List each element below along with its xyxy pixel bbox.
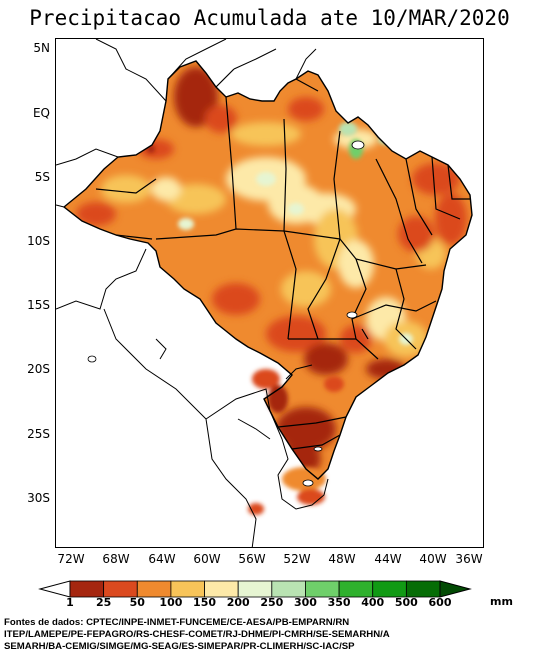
legend-swatch: [271, 580, 306, 598]
legend-arrow-high: [439, 580, 472, 598]
legend-unit: mm: [490, 595, 513, 608]
lat-label-5n: 5N: [33, 41, 50, 55]
lat-label-eq: EQ: [32, 106, 50, 120]
legend-swatch: [170, 580, 205, 598]
lon-label-72w: 72W: [57, 552, 85, 566]
legend-swatch: [338, 580, 374, 598]
legend-swatch: [305, 580, 340, 598]
country-borders: [56, 39, 329, 547]
sources-line-2: ITEP/LAMEPE/PE-FEPAGRO/RS-CHESF-COMET/RJ…: [4, 629, 390, 640]
state-borders: [95, 68, 470, 450]
lat-label-10s: 10S: [27, 234, 50, 248]
legend-swatch: [405, 580, 441, 598]
lon-label-56w: 56W: [238, 552, 266, 566]
lon-label-52w: 52W: [283, 552, 311, 566]
lon-label-36w: 36W: [455, 552, 483, 566]
water-bodies: [87, 140, 365, 487]
legend-label: 250: [260, 596, 284, 609]
legend-label: 350: [327, 596, 351, 609]
legend-label: 50: [129, 596, 145, 609]
legend-label: 150: [193, 596, 217, 609]
legend-label: 25: [95, 596, 112, 609]
map-canvas: [56, 39, 473, 547]
legend-swatch: [69, 580, 105, 598]
legend-swatch: [136, 580, 172, 598]
data-sources: Fontes de dados: CPTEC/INPE-INMET-FUNCEM…: [4, 617, 536, 653]
lon-label-40w: 40W: [419, 552, 447, 566]
legend-label: 200: [226, 596, 250, 609]
legend-swatch: [372, 580, 407, 598]
lat-label-25s: 25S: [27, 427, 50, 441]
map-title: Precipitacao Acumulada ate 10/MAR/2020: [29, 6, 510, 30]
sources-line-3: SEMARH/BA-CEMIG/SIMGE/MG-SEAG/ES-SIMEPAR…: [4, 641, 355, 652]
sources-line-1: Fontes de dados: CPTEC/INPE-INMET-FUNCEM…: [4, 617, 350, 628]
lat-label-15s: 15S: [27, 298, 50, 312]
color-legend: [38, 580, 472, 598]
lon-label-64w: 64W: [148, 552, 176, 566]
legend-label: 100: [159, 596, 183, 609]
lon-label-48w: 48W: [328, 552, 356, 566]
legend-label: 600: [428, 596, 452, 609]
legend-label: 1: [66, 596, 74, 609]
lon-label-60w: 60W: [193, 552, 221, 566]
precipitation-map: [55, 38, 484, 548]
precip-south-patches: [248, 369, 344, 515]
lon-label-68w: 68W: [102, 552, 130, 566]
legend-bar: [38, 580, 472, 598]
lat-label-5s: 5S: [34, 170, 50, 184]
legend-swatch: [103, 580, 138, 598]
lat-label-30s: 30S: [27, 491, 50, 505]
legend-arrow-low: [38, 580, 71, 598]
legend-label: 400: [361, 596, 385, 609]
lon-label-44w: 44W: [374, 552, 402, 566]
lat-label-20s: 20S: [27, 362, 50, 376]
legend-label: 500: [394, 596, 418, 609]
legend-swatch: [204, 580, 239, 598]
legend-label: 300: [293, 596, 317, 609]
legend-swatch: [237, 580, 273, 598]
